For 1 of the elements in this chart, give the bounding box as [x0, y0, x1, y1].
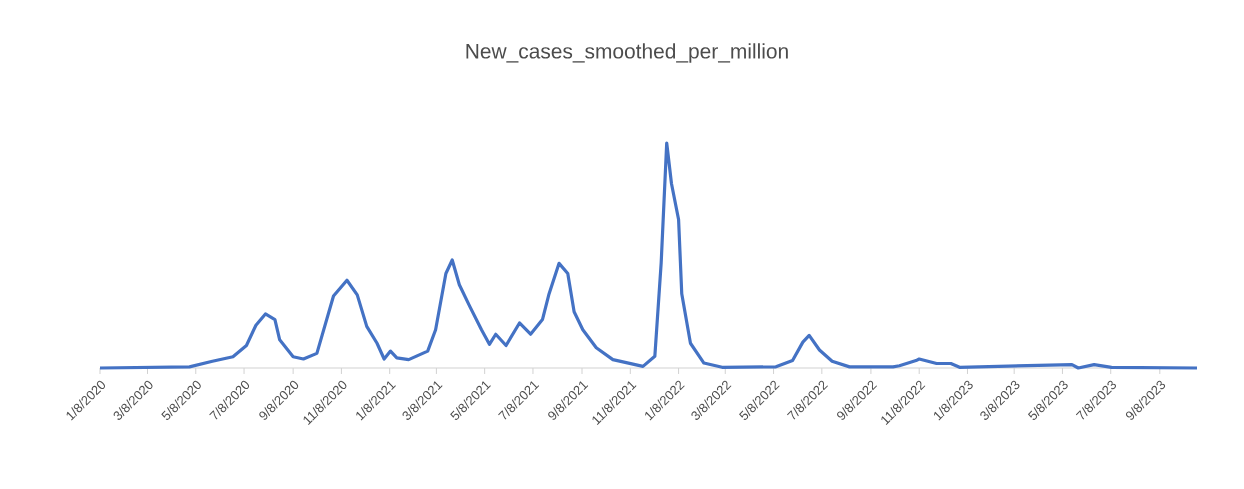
chart-title: New_cases_smoothed_per_million [466, 43, 788, 63]
